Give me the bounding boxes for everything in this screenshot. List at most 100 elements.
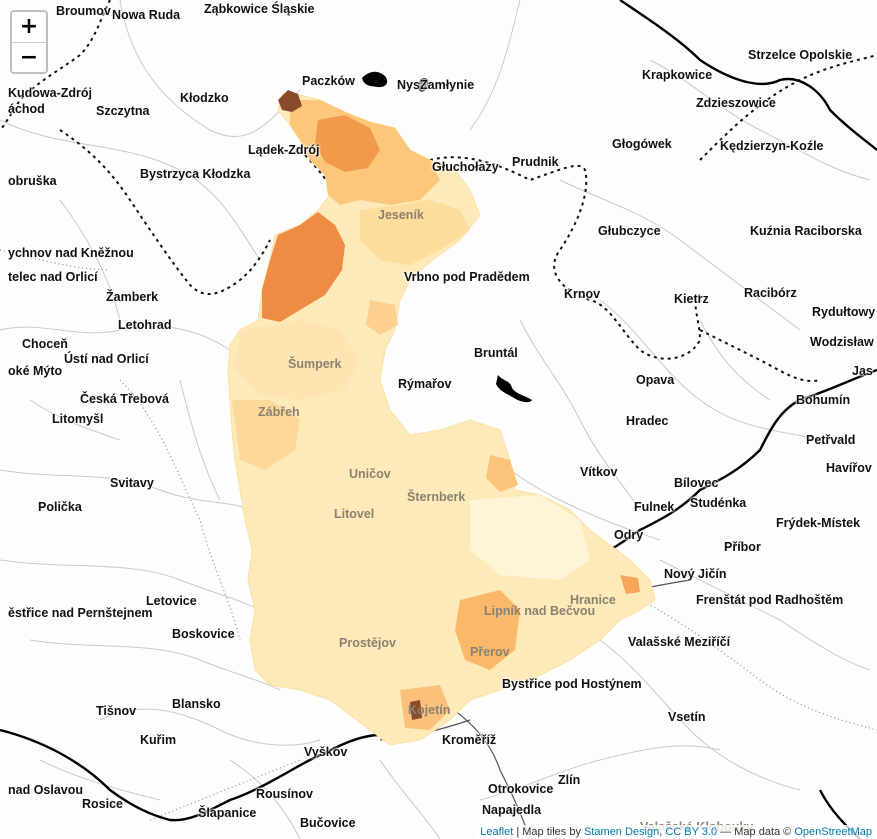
place-label: Odry	[614, 528, 644, 542]
place-label: Studénka	[690, 496, 747, 510]
place-label: Zamłynie	[420, 78, 475, 92]
place-label: Rousínov	[256, 787, 313, 801]
place-label: obruška	[8, 174, 57, 188]
place-label: Kłodzko	[180, 91, 229, 105]
zoom-out-button[interactable]: −	[12, 42, 46, 72]
place-label: Broumov	[56, 4, 111, 18]
place-label: Letovice	[146, 594, 197, 608]
place-label: Frýdek-Místek	[776, 516, 861, 530]
place-label: ychnov nad Kněžnou	[8, 246, 134, 260]
region-sumperk	[235, 320, 360, 400]
regional-borders	[0, 249, 877, 821]
place-label: Zdzieszowice	[696, 96, 776, 110]
region-mid-orange	[366, 300, 398, 335]
place-label: Rydułtowy	[812, 305, 876, 319]
leaflet-link[interactable]: Leaflet	[480, 826, 514, 838]
place-label: Prostějov	[339, 636, 396, 650]
place-label: Bystřice pod Hostýnem	[502, 677, 642, 691]
osm-link[interactable]: OpenStreetMap	[794, 826, 872, 838]
place-label: Žamberk	[106, 290, 159, 304]
region-west-high	[262, 212, 345, 322]
region-jesenik-mid	[360, 200, 470, 265]
license-link[interactable]: CC BY 3.0	[665, 826, 718, 838]
place-label: Uničov	[349, 467, 391, 481]
place-label: Kudowa-Zdrój	[8, 86, 93, 100]
place-label: Lipník nad Bečvou	[484, 604, 596, 618]
place-label: Vrbno pod Pradědem	[404, 270, 530, 284]
region-east-orange	[486, 455, 518, 492]
place-label: Valašské Meziříčí	[628, 635, 731, 649]
place-label: nad Oslavou	[8, 783, 84, 797]
region-hranice-orange	[620, 575, 640, 594]
place-label: Šumperk	[288, 357, 342, 371]
place-label: Prudnik	[512, 155, 559, 169]
place-label: Paczków	[302, 74, 355, 88]
place-label: Głubczyce	[598, 224, 661, 238]
place-label: Petřvald	[806, 433, 856, 447]
place-label: Bruntál	[474, 346, 518, 360]
region-north-dark	[278, 90, 302, 112]
place-label: Litovel	[334, 507, 375, 521]
place-label: Rýmařov	[398, 377, 452, 391]
place-label: Přerov	[470, 645, 510, 659]
reservoirs	[362, 71, 532, 403]
place-label: Boskovice	[172, 627, 235, 641]
place-label: Hradec	[626, 414, 669, 428]
place-label: Zábřeh	[258, 405, 300, 419]
place-label: Blansko	[172, 697, 221, 711]
region-kojetin-dark	[410, 700, 422, 720]
zoom-in-button[interactable]: +	[12, 12, 46, 42]
place-label: Bílovec	[674, 476, 719, 490]
place-label: Havířov	[826, 461, 872, 475]
place-label: Příbor	[724, 540, 761, 554]
place-label: oké Mýto	[8, 364, 63, 378]
place-label: Lądek-Zdrój	[248, 143, 320, 157]
place-label: Ústí nad Orlicí	[64, 352, 149, 366]
place-label: Racibórz	[744, 286, 797, 300]
place-label: Jeseník	[378, 208, 424, 222]
region-prerov-orange	[455, 590, 520, 670]
stamen-link[interactable]: Stamen Design	[584, 826, 660, 838]
place-label: Šlapanice	[198, 806, 257, 820]
place-label: Zlín	[558, 773, 581, 787]
place-label: Kietrz	[674, 292, 709, 306]
place-label: Litomyšl	[52, 412, 104, 426]
place-label: Kojetín	[408, 703, 451, 717]
place-label: Polička	[38, 500, 82, 514]
place-label: Głogówek	[612, 137, 672, 151]
place-label: Głuchołazy	[432, 160, 499, 174]
place-label: Ząbkowice Śląskie	[204, 2, 315, 16]
place-label: Kroměříž	[442, 733, 497, 747]
place-label: Nysa	[397, 78, 427, 92]
place-label: Bystrzyca Kłodzka	[140, 167, 251, 181]
place-label: Šternberk	[407, 490, 466, 504]
place-label: Rosice	[82, 797, 123, 811]
region-zabreh	[232, 400, 300, 470]
attribution-bar: Leaflet | Map tiles by Stamen Design, CC…	[475, 825, 877, 839]
place-label: Bučovice	[300, 816, 356, 830]
place-label: Napajedla	[482, 803, 542, 817]
place-label: Nový Jičín	[664, 567, 727, 581]
place-label: Letohrad	[118, 318, 172, 332]
region-center-pale	[470, 495, 590, 580]
place-label: Česká Třebová	[80, 392, 169, 406]
attribution-text-2: ,	[659, 826, 666, 838]
place-label: Hranice	[570, 593, 616, 607]
place-label: Choceň	[22, 337, 68, 351]
region-north-high	[315, 115, 380, 172]
place-label: áchod	[8, 102, 45, 116]
place-label: Jas	[852, 364, 873, 378]
place-label: Krnov	[564, 287, 601, 301]
attribution-text-3: — Map data ©	[717, 826, 795, 838]
place-label: Fulnek	[634, 500, 675, 514]
place-label: telec nad Orlicí	[8, 270, 98, 284]
olomouc-region-choropleth	[227, 90, 656, 746]
place-label: Kędzierzyn-Koźle	[720, 139, 824, 153]
place-label: Vsetín	[668, 710, 706, 724]
place-label: Tišnov	[96, 704, 137, 718]
place-label: Wodzisław	[810, 335, 874, 349]
place-label: ěstřice nad Pernštejnem	[8, 606, 153, 620]
